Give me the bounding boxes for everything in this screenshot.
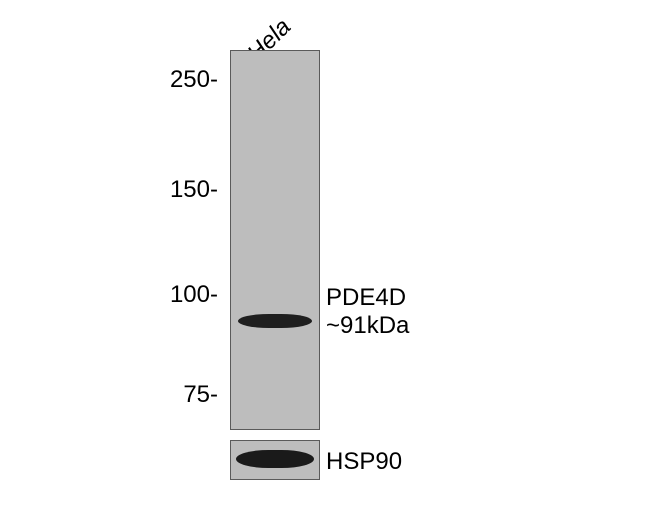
pde4d-band — [238, 314, 312, 328]
target-protein-label: PDE4D — [326, 284, 406, 312]
observed-mw-label: ~91kDa — [326, 312, 409, 340]
mw-marker-label: 100- — [158, 281, 218, 309]
western-blot-figure: Hela 250-150-100-75- PDE4D ~91kDa HSP90 — [0, 0, 650, 520]
loading-control-label: HSP90 — [326, 448, 402, 476]
main-blot-lane — [230, 50, 320, 430]
mw-marker-label: 250- — [158, 66, 218, 94]
mw-marker-label: 150- — [158, 176, 218, 204]
hsp90-band — [236, 450, 314, 468]
mw-marker-label: 75- — [158, 381, 218, 409]
